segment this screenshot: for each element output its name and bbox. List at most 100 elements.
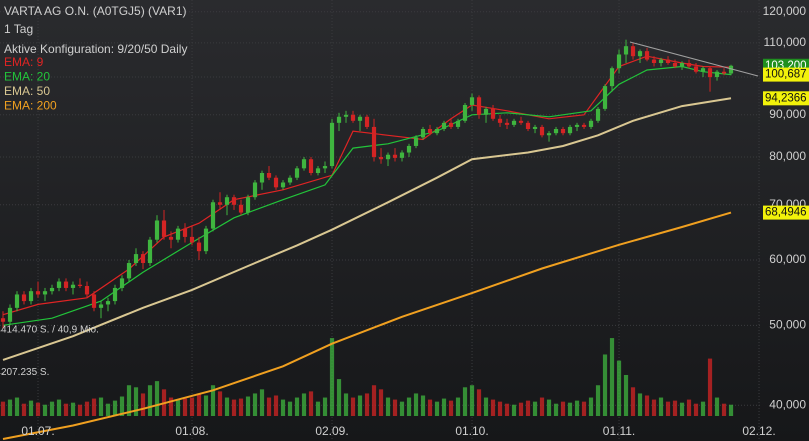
candle-body [14, 294, 20, 308]
volume-bar [217, 391, 223, 416]
legend-entry: EMA: 20 [4, 70, 50, 84]
candle-body [350, 114, 356, 121]
ema-line [2, 97, 732, 361]
candle-body [665, 59, 671, 64]
last-value-label: 68,4946 [765, 207, 807, 219]
x-tick-label: 01.11. [603, 424, 635, 438]
volume-bar [189, 397, 195, 416]
volume-bar [196, 393, 202, 416]
candle-body [490, 108, 496, 119]
volume-bar [70, 402, 76, 416]
volume-bar [294, 397, 300, 416]
volume-bar [329, 338, 335, 416]
volume-bar [28, 400, 34, 416]
candle-body [168, 236, 174, 240]
volume-bar [392, 399, 398, 416]
volume-bar [315, 401, 321, 416]
candle-body [280, 182, 286, 188]
volume-bar [448, 400, 454, 416]
volume-tick-label: 414.470 S. / 40,9 Mio. [1, 325, 99, 336]
ema-lines [2, 55, 732, 440]
volume-bar [700, 401, 706, 416]
candle-body [623, 46, 629, 55]
volume-bar [476, 389, 482, 416]
volume-panel [0, 338, 734, 416]
volume-bar [518, 402, 524, 416]
volume-bar [364, 393, 370, 416]
volume-bar [287, 401, 293, 416]
volume-bar [462, 387, 468, 416]
candle-body [546, 133, 552, 136]
candle-body [448, 122, 454, 127]
volume-bar [385, 397, 391, 416]
y-tick-label: 60,000 [769, 252, 806, 266]
candle-body [266, 172, 272, 178]
volume-bar [574, 400, 580, 416]
volume-bar [483, 397, 489, 416]
volume-bar [350, 397, 356, 416]
axes: 40,00050,00060,00070,00080,00090,000100,… [1, 4, 809, 438]
ema-line [2, 211, 732, 440]
legend-entry: EMA: 9 [4, 55, 44, 69]
candle-body [406, 145, 412, 153]
candle-body [252, 182, 258, 198]
volume-bar [546, 399, 552, 416]
candle-body [294, 168, 300, 178]
volume-bar [0, 401, 6, 416]
candle-body [84, 286, 90, 295]
candle-body [644, 51, 650, 60]
candle-body [273, 177, 279, 188]
x-tick-label: 01.07. [21, 424, 54, 438]
volume-bar [420, 395, 426, 416]
volume-bar [539, 397, 545, 416]
candle-body [651, 59, 657, 64]
candle-body [287, 177, 293, 183]
candle-body [469, 97, 475, 105]
candle-body [483, 108, 489, 115]
candle-body [371, 126, 377, 157]
volume-bar [7, 399, 13, 416]
volume-bar [252, 393, 258, 416]
candle-body [560, 128, 566, 134]
last-value-box [763, 67, 809, 82]
candle-body [679, 63, 685, 67]
candle-body [609, 68, 615, 87]
last-value-box [763, 91, 809, 106]
candle-body [189, 236, 195, 243]
candle-body [238, 204, 244, 213]
candle-body [21, 294, 27, 302]
chart-subtitle: 1 Tag [4, 22, 33, 36]
candle-body [525, 122, 531, 129]
candle-body [56, 281, 62, 288]
candle-body [504, 122, 510, 125]
candle-body [0, 318, 6, 322]
legend-entry: EMA: 200 [4, 99, 57, 113]
volume-bar [308, 391, 314, 416]
candle-body [259, 172, 265, 183]
volume-bar [644, 395, 650, 416]
y-tick-label: 80,000 [769, 149, 806, 163]
candles [0, 39, 734, 329]
candle-body [637, 51, 643, 57]
candle-body [616, 54, 622, 69]
volume-bar [105, 403, 111, 416]
volume-bar [126, 385, 132, 416]
x-tick-label: 02.12. [742, 424, 775, 438]
candle-body [336, 116, 342, 123]
candle-body [119, 278, 125, 288]
candle-body [455, 120, 461, 127]
volume-bar [623, 374, 629, 416]
candle-body [567, 126, 573, 134]
volume-bar [497, 401, 503, 416]
volume-bar [567, 402, 573, 416]
last-value-label: 94,2366 [765, 92, 807, 104]
volume-bar [511, 404, 517, 416]
candle-body [420, 128, 426, 138]
volume-bar [343, 393, 349, 416]
candle-body [112, 287, 118, 302]
volume-bar [301, 393, 307, 416]
volume-bar [532, 401, 538, 416]
candle-body [399, 152, 405, 158]
volume-bar [238, 398, 244, 416]
